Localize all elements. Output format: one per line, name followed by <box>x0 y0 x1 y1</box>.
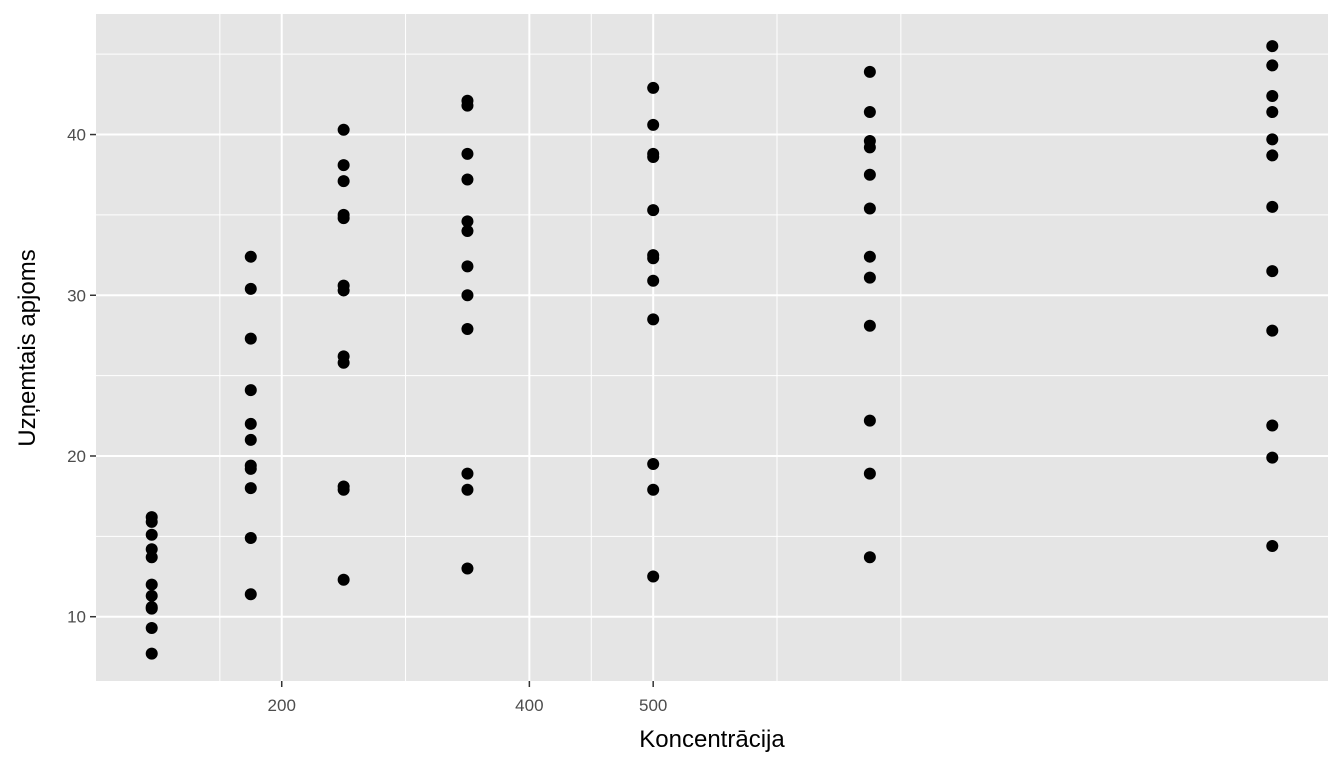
data-point <box>244 417 257 430</box>
data-point <box>1266 149 1279 162</box>
data-point <box>244 462 257 475</box>
data-point <box>461 289 474 302</box>
data-point <box>1266 133 1279 146</box>
y-tick-label: 10 <box>67 608 86 627</box>
data-point <box>244 282 257 295</box>
data-point <box>244 384 257 397</box>
data-point <box>863 250 876 263</box>
data-point <box>1266 324 1279 337</box>
data-point <box>1266 419 1279 432</box>
data-point <box>244 433 257 446</box>
data-point <box>647 118 660 131</box>
data-point <box>863 202 876 215</box>
data-points <box>145 40 1279 660</box>
data-point <box>1266 539 1279 552</box>
data-point <box>647 313 660 326</box>
data-point <box>1266 451 1279 464</box>
data-point <box>244 332 257 345</box>
y-axis-title: Uzņemtais apjoms <box>14 249 41 446</box>
data-point <box>244 531 257 544</box>
data-point <box>461 562 474 575</box>
data-point <box>863 271 876 284</box>
data-point <box>337 483 350 496</box>
data-point <box>647 204 660 217</box>
data-point <box>1266 265 1279 278</box>
data-point <box>461 467 474 480</box>
data-point <box>647 274 660 287</box>
data-point <box>244 250 257 263</box>
data-point <box>1266 200 1279 213</box>
data-point <box>863 65 876 78</box>
data-point <box>461 173 474 186</box>
data-point <box>337 212 350 225</box>
data-point <box>461 224 474 237</box>
data-point <box>337 159 350 172</box>
data-point <box>461 260 474 273</box>
y-tick-label: 20 <box>67 447 86 466</box>
data-point <box>1266 40 1279 53</box>
data-point <box>145 602 158 615</box>
data-point <box>863 319 876 332</box>
x-tick-label: 500 <box>639 696 667 715</box>
data-point <box>1266 106 1279 119</box>
data-point <box>145 515 158 528</box>
data-point <box>145 578 158 591</box>
x-axis-title: Koncentrācija <box>639 726 785 753</box>
data-point <box>461 215 474 228</box>
data-point <box>145 528 158 541</box>
data-point <box>244 482 257 495</box>
plot-panel <box>96 14 1328 681</box>
data-point <box>1266 89 1279 102</box>
data-point <box>337 175 350 188</box>
y-tick-label: 30 <box>67 286 86 305</box>
data-point <box>145 589 158 602</box>
x-tick-label: 400 <box>515 696 543 715</box>
data-point <box>647 570 660 583</box>
x-axis-ticks: 200 400 500 <box>268 681 667 715</box>
data-point <box>863 168 876 181</box>
y-axis-ticks: 10 20 30 40 <box>67 126 96 627</box>
data-point <box>461 483 474 496</box>
data-point <box>863 467 876 480</box>
data-point <box>863 551 876 564</box>
data-point <box>863 414 876 427</box>
x-tick-label: 200 <box>268 696 296 715</box>
data-point <box>337 284 350 297</box>
data-point <box>145 551 158 564</box>
data-point <box>145 647 158 660</box>
data-point <box>863 141 876 154</box>
data-point <box>337 123 350 136</box>
minor-y-gridlines <box>96 53 1328 537</box>
major-y-gridlines <box>96 133 1328 618</box>
data-point <box>647 81 660 94</box>
data-point <box>461 99 474 112</box>
data-point <box>647 458 660 471</box>
data-point <box>461 323 474 336</box>
data-point <box>337 356 350 369</box>
data-point <box>647 151 660 164</box>
y-tick-label: 40 <box>67 126 86 145</box>
minor-x-gridlines <box>219 14 902 681</box>
data-point <box>337 573 350 586</box>
data-point <box>863 106 876 119</box>
data-point <box>145 621 158 634</box>
data-point <box>461 147 474 160</box>
data-point <box>647 252 660 265</box>
data-point <box>1266 59 1279 72</box>
data-point <box>647 483 660 496</box>
data-point <box>244 588 257 601</box>
